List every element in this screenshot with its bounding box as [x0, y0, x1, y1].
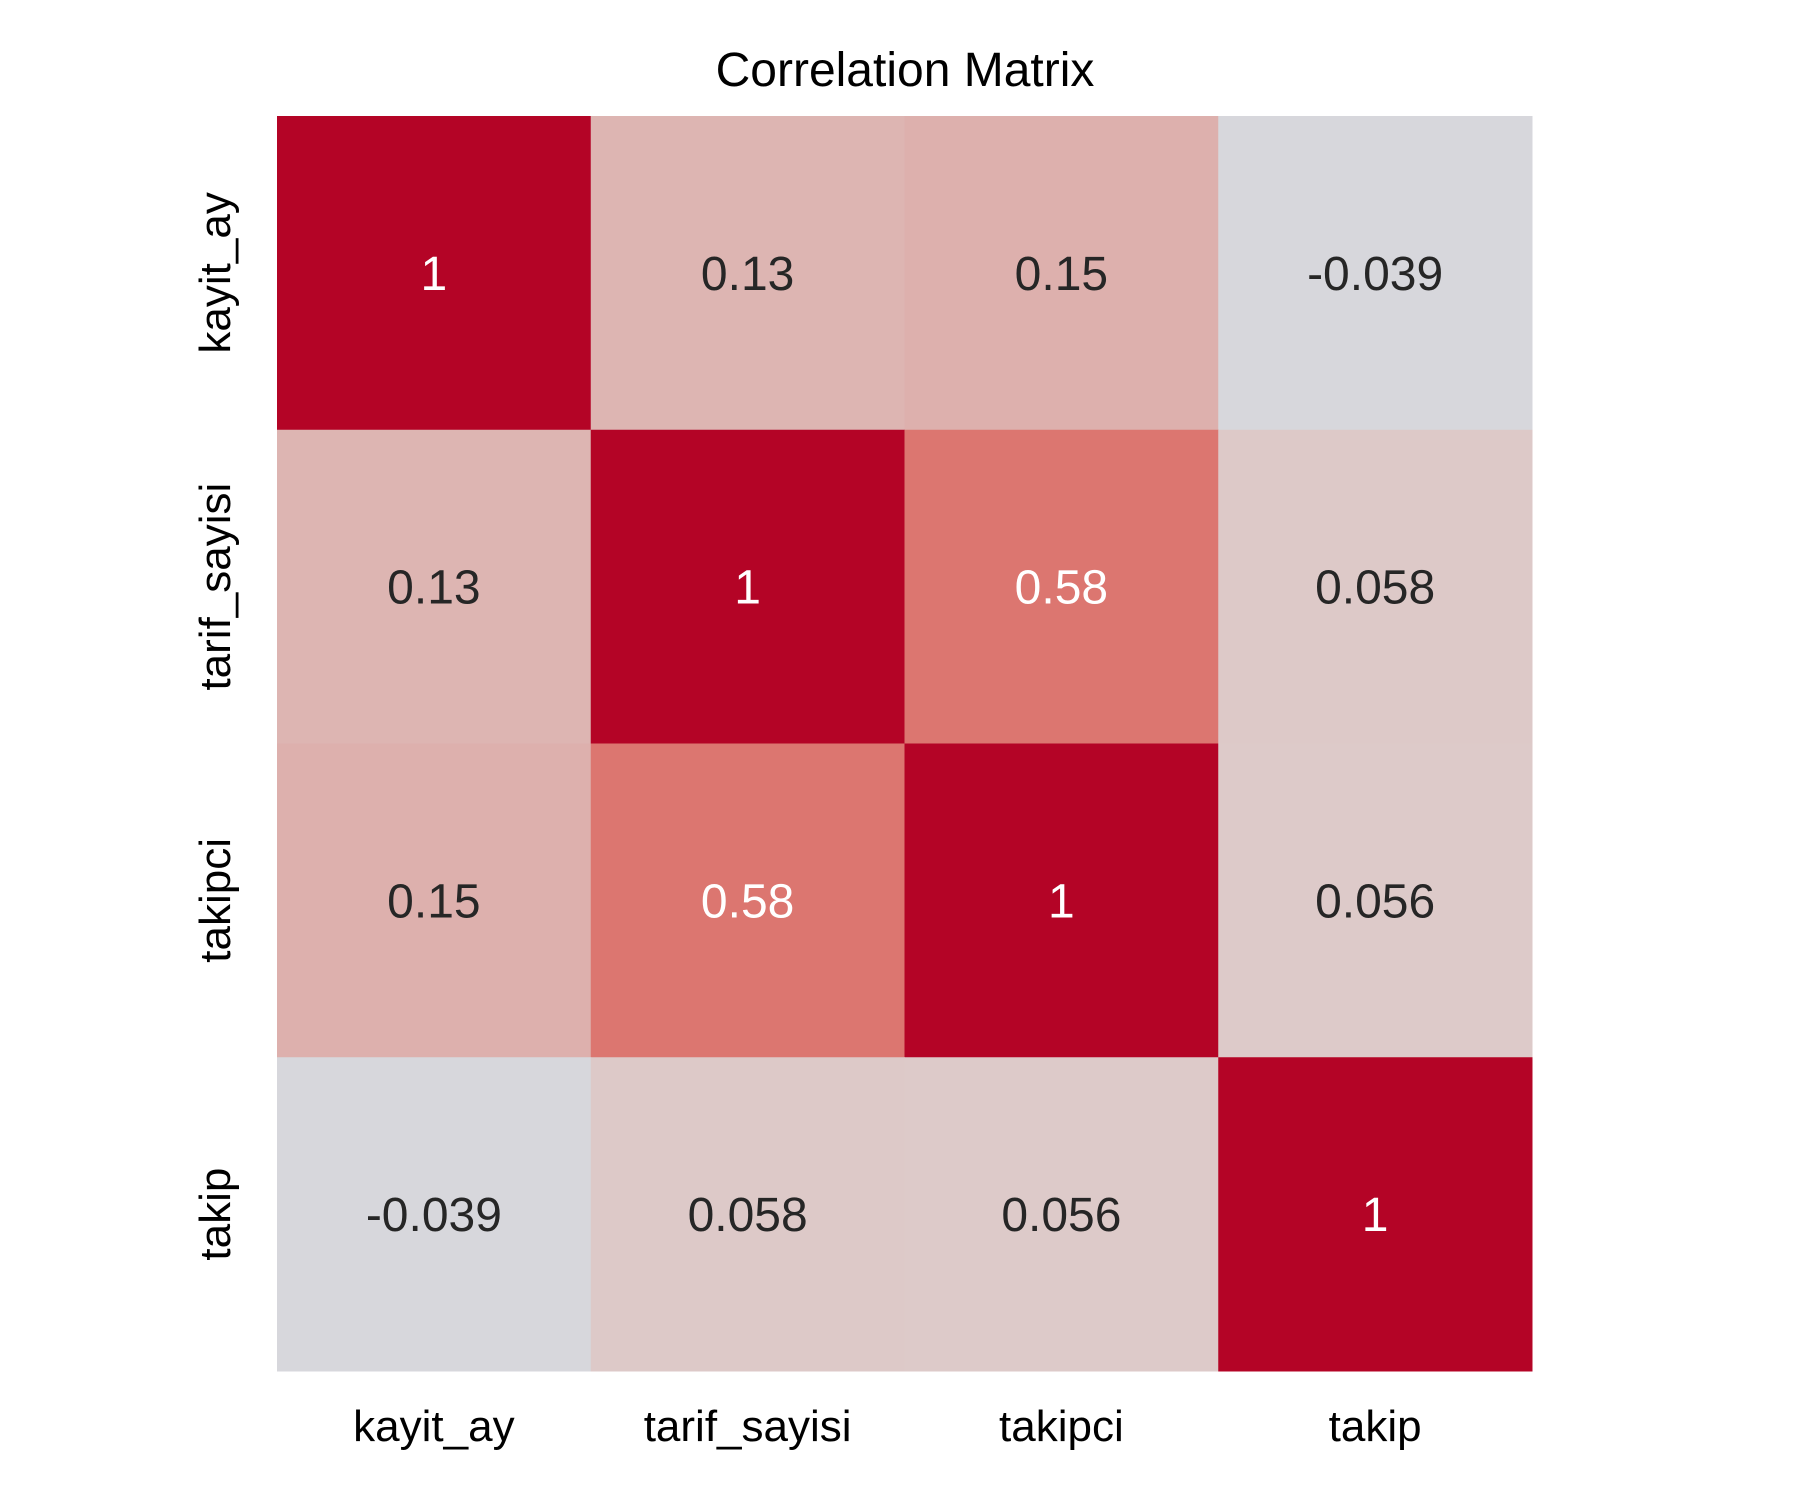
heatmap-cell-3-3: [1218, 1057, 1533, 1372]
heatmap-cell-3-0: [277, 1057, 592, 1372]
cell-value-label-1-3: 0.058: [1315, 562, 1435, 615]
cell-value-label-0-3: -0.039: [1307, 248, 1443, 301]
heatmap-cell-2-3: [1218, 743, 1533, 1058]
heatmap-cell-0-1: [590, 116, 905, 431]
x-tick-label-1: tarif_sayisi: [644, 1402, 852, 1451]
heatmap-cell-0-2: [904, 116, 1219, 431]
cell-value-label-1-0: 0.13: [387, 562, 480, 615]
heatmap-cell-2-2: [904, 743, 1219, 1058]
heatmap-cell-2-1: [590, 743, 905, 1058]
heatmap-cell-1-3: [1218, 429, 1533, 744]
heatmap-cell-2-0: [277, 743, 592, 1058]
heatmap-cell-1-2: [904, 429, 1219, 744]
cell-value-label-3-0: -0.039: [366, 1189, 502, 1242]
heatmap-cell-0-3: [1218, 116, 1533, 431]
heatmap-cell-1-1: [590, 429, 905, 744]
cell-value-label-0-2: 0.15: [1015, 248, 1108, 301]
x-tick-label-3: takip: [1329, 1402, 1422, 1451]
cell-value-label-3-3: 1: [1362, 1189, 1389, 1242]
chart-title: Correlation Matrix: [716, 44, 1095, 97]
cell-value-label-2-0: 0.15: [387, 875, 480, 928]
y-tick-label-2: takipci: [191, 838, 240, 963]
cell-value-label-0-0: 1: [421, 248, 448, 301]
cell-value-label-2-2: 1: [1048, 875, 1075, 928]
y-tick-label-3: takip: [191, 1168, 240, 1261]
heatmap-cell-3-2: [904, 1057, 1219, 1372]
cell-value-label-2-3: 0.056: [1315, 875, 1435, 928]
cell-value-label-3-1: 0.058: [688, 1189, 808, 1242]
x-axis-tick-labels: kayit_ay tarif_sayisi takipci takip: [353, 1402, 1421, 1451]
heatmap-cells: [277, 116, 1533, 1372]
x-tick-label-2: takipci: [999, 1402, 1124, 1451]
heatmap-cell-0-0: [277, 116, 592, 431]
y-tick-label-1: tarif_sayisi: [191, 483, 240, 691]
heatmap-cell-3-1: [590, 1057, 905, 1372]
cell-value-label-3-2: 0.056: [1001, 1189, 1121, 1242]
cell-value-label-1-2: 0.58: [1015, 562, 1108, 615]
cell-value-label-2-1: 0.58: [701, 875, 794, 928]
y-tick-label-0: kayit_ay: [191, 192, 240, 353]
heatmap-cell-1-0: [277, 429, 592, 744]
x-tick-label-0: kayit_ay: [353, 1402, 514, 1451]
cell-value-labels: 1 0.13 0.15 -0.039 0.13 1 0.58 0.058 0.15 0.58 1 0.…: [366, 248, 1443, 1242]
cell-value-label-0-1: 0.13: [701, 248, 794, 301]
cell-value-label-1-1: 1: [734, 562, 761, 615]
